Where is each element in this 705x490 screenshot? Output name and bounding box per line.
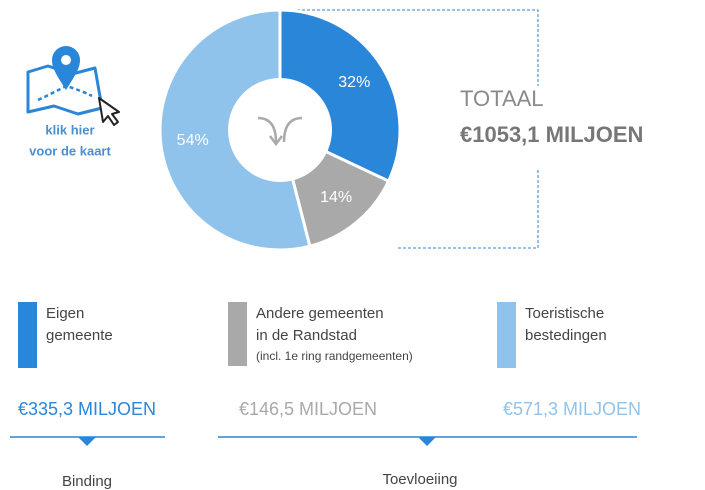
legend-label: Andere gemeenten: [256, 305, 384, 322]
map-link-text[interactable]: voor de kaart: [29, 143, 111, 158]
legend-swatch: [228, 302, 247, 366]
map-pin-dot: [61, 55, 71, 65]
total-bracket: [282, 9, 539, 249]
slice-label: 14%: [320, 189, 352, 206]
legend-swatch: [497, 302, 516, 368]
slice-label: 54%: [177, 132, 209, 149]
map-pin: [52, 46, 80, 90]
donut-hole: [228, 78, 332, 182]
legend-label: Eigen: [46, 305, 84, 322]
group-label: Binding: [62, 473, 112, 490]
amount: €146,5 MILJOEN: [239, 399, 377, 419]
legend-label: gemeente: [46, 327, 113, 344]
flow-icon: [257, 116, 303, 147]
map-link-text[interactable]: klik hier: [45, 122, 94, 137]
total-label: TOTAAL: [460, 86, 544, 111]
map-icon[interactable]: [26, 46, 120, 126]
group-label: Toevloeiing: [382, 471, 457, 488]
group-pointer: [78, 437, 436, 446]
legend-label: Toeristische: [525, 305, 604, 322]
legend-label: bestedingen: [525, 327, 607, 344]
legend-label: in de Randstad: [256, 327, 357, 344]
amount: €571,3 MILJOEN: [503, 399, 641, 419]
cursor: [98, 97, 120, 126]
total-value: €1053,1 MILJOEN: [460, 122, 643, 147]
legend-swatch: [18, 302, 37, 368]
amount: €335,3 MILJOEN: [18, 399, 156, 419]
legend-note: (incl. 1e ring randgemeenten): [256, 349, 413, 363]
slice-label: 32%: [338, 74, 370, 91]
